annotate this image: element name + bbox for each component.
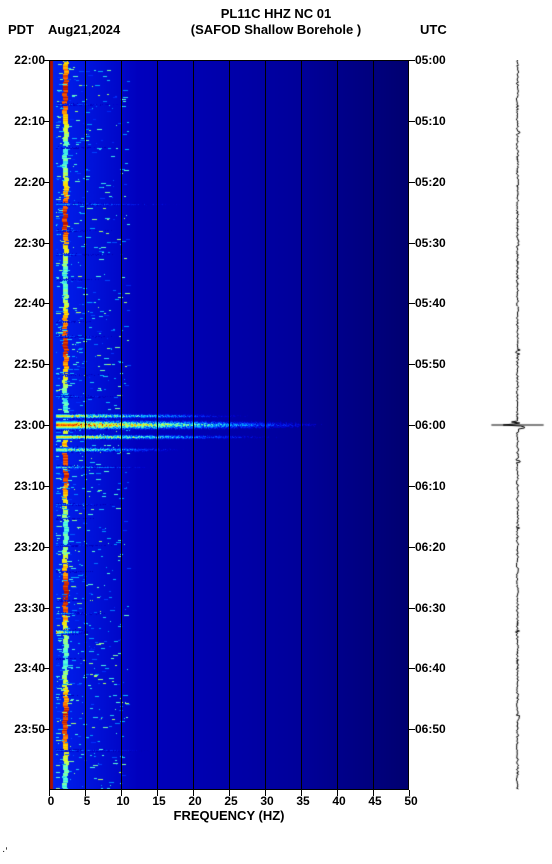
x-tick-label: 0	[39, 794, 63, 808]
right-time-label: 05:00	[415, 53, 446, 67]
right-time-label: 06:40	[415, 661, 446, 675]
x-tick-label: 10	[111, 794, 135, 808]
left-time-label: 22:30	[4, 236, 45, 250]
x-tick-label: 25	[219, 794, 243, 808]
x-tick-label: 40	[327, 794, 351, 808]
right-time-label: 06:50	[415, 722, 446, 736]
side-waveform	[490, 60, 545, 790]
right-time-label: 06:30	[415, 601, 446, 615]
right-time-label: 05:30	[415, 236, 446, 250]
x-tick-label: 20	[183, 794, 207, 808]
x-tick-label: 45	[363, 794, 387, 808]
x-grid-line	[193, 60, 194, 790]
title-line-1: PL11C HHZ NC 01	[0, 6, 552, 21]
x-tick-label: 15	[147, 794, 171, 808]
x-grid-line	[301, 60, 302, 790]
right-time-label: 05:40	[415, 296, 446, 310]
left-time-label: 23:00	[4, 418, 45, 432]
x-grid-line	[265, 60, 266, 790]
left-time-label: 22:20	[4, 175, 45, 189]
left-time-label: 22:10	[4, 114, 45, 128]
x-grid-line	[229, 60, 230, 790]
x-tick-label: 50	[399, 794, 423, 808]
plot-area	[49, 60, 409, 790]
left-time-label: 22:40	[4, 296, 45, 310]
right-time-label: 05:10	[415, 114, 446, 128]
left-time-label: 22:00	[4, 53, 45, 67]
right-time-label: 06:20	[415, 540, 446, 554]
spectrogram-figure: PL11C HHZ NC 01 PDT Aug21,2024 (SAFOD Sh…	[0, 0, 552, 864]
right-time-label: 06:00	[415, 418, 446, 432]
x-grid-line	[85, 60, 86, 790]
x-tick-label: 35	[291, 794, 315, 808]
footer-mark: ·‘	[2, 846, 8, 857]
x-grid-line	[373, 60, 374, 790]
x-tick-label: 5	[75, 794, 99, 808]
x-grid-line	[157, 60, 158, 790]
left-time-label: 23:10	[4, 479, 45, 493]
title-line-2: (SAFOD Shallow Borehole )	[0, 22, 552, 37]
left-time-label: 23:40	[4, 661, 45, 675]
x-tick-label: 30	[255, 794, 279, 808]
tz-right: UTC	[420, 22, 447, 37]
left-time-label: 23:30	[4, 601, 45, 615]
right-time-label: 05:50	[415, 357, 446, 371]
left-time-label: 23:50	[4, 722, 45, 736]
left-time-label: 23:20	[4, 540, 45, 554]
x-grid-line	[337, 60, 338, 790]
right-time-label: 06:10	[415, 479, 446, 493]
x-grid-line	[121, 60, 122, 790]
right-time-label: 05:20	[415, 175, 446, 189]
x-axis-label: FREQUENCY (HZ)	[49, 808, 409, 823]
left-time-label: 22:50	[4, 357, 45, 371]
